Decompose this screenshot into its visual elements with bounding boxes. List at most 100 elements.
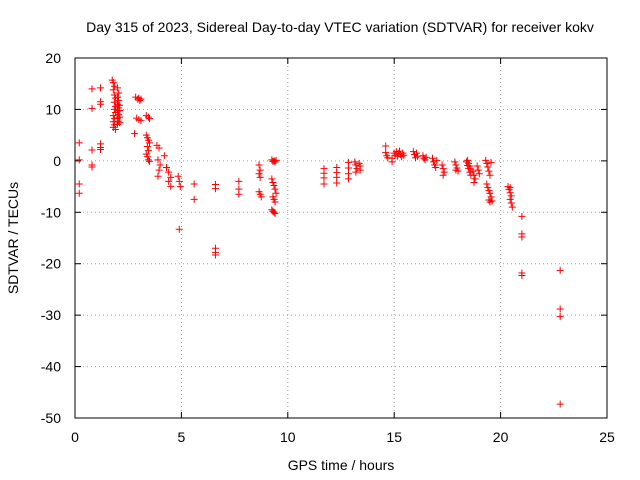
data-point (145, 139, 153, 147)
data-point (474, 166, 482, 174)
data-point (269, 178, 277, 186)
data-point (471, 175, 479, 183)
data-point (451, 158, 459, 166)
data-point (439, 165, 447, 173)
x-tick-label: 0 (71, 429, 79, 445)
data-point (136, 97, 144, 105)
data-point (351, 158, 359, 166)
data-point (507, 199, 515, 207)
data-point (382, 149, 390, 157)
data-point (271, 185, 279, 193)
data-point (320, 174, 328, 182)
data-point (110, 105, 118, 113)
data-point (155, 144, 163, 152)
data-point (344, 175, 352, 183)
data-point (174, 172, 182, 180)
data-point (333, 179, 341, 187)
data-point (137, 95, 145, 103)
data-point (115, 117, 123, 125)
data-point (143, 142, 151, 150)
data-point (165, 168, 173, 176)
data-point (556, 313, 564, 321)
x-tick-label: 15 (386, 429, 402, 445)
data-point (235, 177, 243, 185)
data-point (176, 183, 184, 191)
data-point (175, 177, 183, 185)
data-point (143, 153, 151, 161)
data-point (271, 158, 279, 166)
data-point (154, 156, 162, 164)
y-axis-label: SDTVAR / TECUs (5, 182, 21, 294)
data-point (137, 117, 145, 125)
data-point (144, 113, 152, 121)
data-point (257, 193, 265, 201)
data-point (167, 183, 175, 191)
x-tick-label: 20 (493, 429, 509, 445)
data-point (75, 139, 83, 147)
data-point (352, 161, 360, 169)
data-point (145, 157, 153, 165)
data-point (413, 149, 421, 157)
data-point (190, 195, 198, 203)
data-point (255, 170, 263, 178)
data-point (235, 190, 243, 198)
data-point (211, 251, 219, 259)
data-point (211, 185, 219, 193)
data-point (466, 168, 474, 176)
data-point (88, 163, 96, 171)
data-point (144, 147, 152, 155)
data-point (88, 104, 96, 112)
grid (75, 58, 607, 418)
data-point (110, 115, 118, 123)
data-point (156, 161, 164, 169)
data-point (452, 166, 460, 174)
x-tick-labels: 0 5 10 15 20 25 (71, 429, 615, 445)
x-tick-label: 5 (178, 429, 186, 445)
data-point (422, 153, 430, 161)
data-point (432, 164, 440, 172)
data-point (116, 106, 124, 114)
data-point (75, 156, 83, 164)
data-point (518, 212, 526, 220)
data-point (255, 161, 263, 169)
data-point (88, 85, 96, 93)
axis-ticks (74, 57, 608, 419)
data-point (414, 152, 422, 160)
data-point (115, 89, 123, 97)
data-point (175, 225, 183, 233)
data-point (466, 162, 474, 170)
data-point (75, 189, 83, 197)
data-point (483, 159, 491, 167)
data-point (165, 177, 173, 185)
data-point (352, 168, 360, 176)
y-tick-label: -20 (41, 256, 61, 272)
data-point (111, 125, 119, 133)
data-point (475, 170, 483, 178)
data-point (438, 161, 446, 169)
data-point (190, 180, 198, 188)
data-point (482, 156, 490, 164)
data-point (508, 203, 516, 211)
y-tick-label: -40 (41, 359, 61, 375)
data-point (160, 152, 168, 160)
data-point (114, 84, 122, 92)
data-point (488, 197, 496, 205)
data-point (473, 162, 481, 170)
data-point (144, 156, 152, 164)
data-point (484, 184, 492, 192)
data-point (268, 175, 276, 183)
data-point (486, 189, 494, 197)
data-point (382, 142, 390, 150)
data-point (320, 180, 328, 188)
data-point (400, 151, 408, 159)
data-point (167, 173, 175, 181)
data-point (433, 156, 441, 164)
data-point (109, 79, 117, 87)
data-point (464, 156, 472, 164)
y-tick-label: 0 (53, 153, 61, 169)
data-point (116, 119, 124, 127)
data-point (486, 171, 494, 179)
data-point (115, 97, 123, 105)
